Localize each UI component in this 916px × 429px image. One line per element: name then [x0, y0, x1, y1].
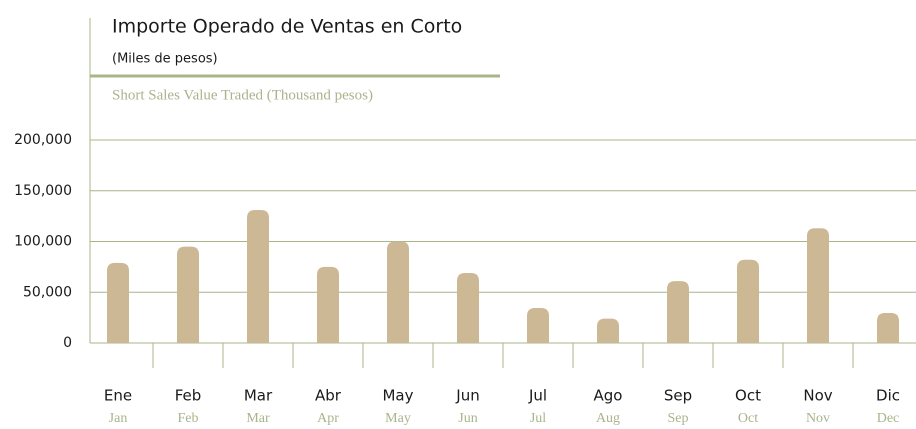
- x-tick-label-en: Dec: [877, 411, 900, 426]
- x-tick-label-en: May: [385, 411, 411, 426]
- x-tick-label-en: Sep: [668, 411, 689, 426]
- x-tick-label-en: Oct: [738, 411, 758, 426]
- x-tick-label: Dic: [876, 387, 900, 405]
- bar: [667, 281, 689, 343]
- y-tick-label: 150,000: [14, 183, 72, 199]
- x-tick-label-en: Apr: [317, 411, 339, 426]
- y-tick-label: 50,000: [23, 284, 72, 300]
- x-tick-label: Feb: [175, 387, 202, 405]
- bar: [877, 313, 899, 343]
- x-tick-label: Sep: [664, 387, 692, 405]
- bar: [597, 318, 619, 343]
- x-tick-label-en: Jun: [458, 411, 477, 426]
- y-tick-label: 200,000: [14, 132, 72, 148]
- x-tick-label-en: Nov: [806, 411, 830, 426]
- bar: [737, 259, 759, 343]
- bar: [247, 210, 269, 343]
- bar: [317, 266, 339, 343]
- y-tick-label: 0: [63, 335, 72, 351]
- x-tick-label: Mar: [244, 387, 273, 405]
- x-tick-label: Nov: [803, 387, 832, 405]
- bar: [177, 246, 199, 343]
- chart-subtitle-en: Short Sales Value Traded (Thousand pesos…: [112, 87, 373, 103]
- y-tick-label: 100,000: [14, 234, 72, 250]
- bar: [527, 307, 549, 343]
- x-tick-label: Oct: [735, 387, 761, 405]
- chart-subtitle: (Miles de pesos): [112, 52, 218, 67]
- chart-title: Importe Operado de Ventas en Corto: [112, 16, 462, 38]
- x-tick-label: Jul: [528, 387, 547, 405]
- x-tick-label: Jun: [455, 387, 479, 405]
- bar: [107, 262, 129, 343]
- bar: [457, 272, 479, 343]
- x-tick-label: Ago: [594, 387, 623, 405]
- x-tick-label-en: Feb: [178, 411, 199, 426]
- x-tick-label-en: Jul: [530, 411, 546, 426]
- x-tick-label-en: Aug: [596, 411, 620, 426]
- bar: [807, 228, 829, 343]
- x-tick-label-en: Jan: [109, 411, 128, 426]
- bar: [387, 241, 409, 343]
- x-tick-label-en: Mar: [246, 411, 270, 426]
- x-tick-label: Abr: [315, 387, 342, 405]
- x-tick-label: May: [382, 387, 413, 405]
- x-tick-label: Ene: [104, 387, 132, 405]
